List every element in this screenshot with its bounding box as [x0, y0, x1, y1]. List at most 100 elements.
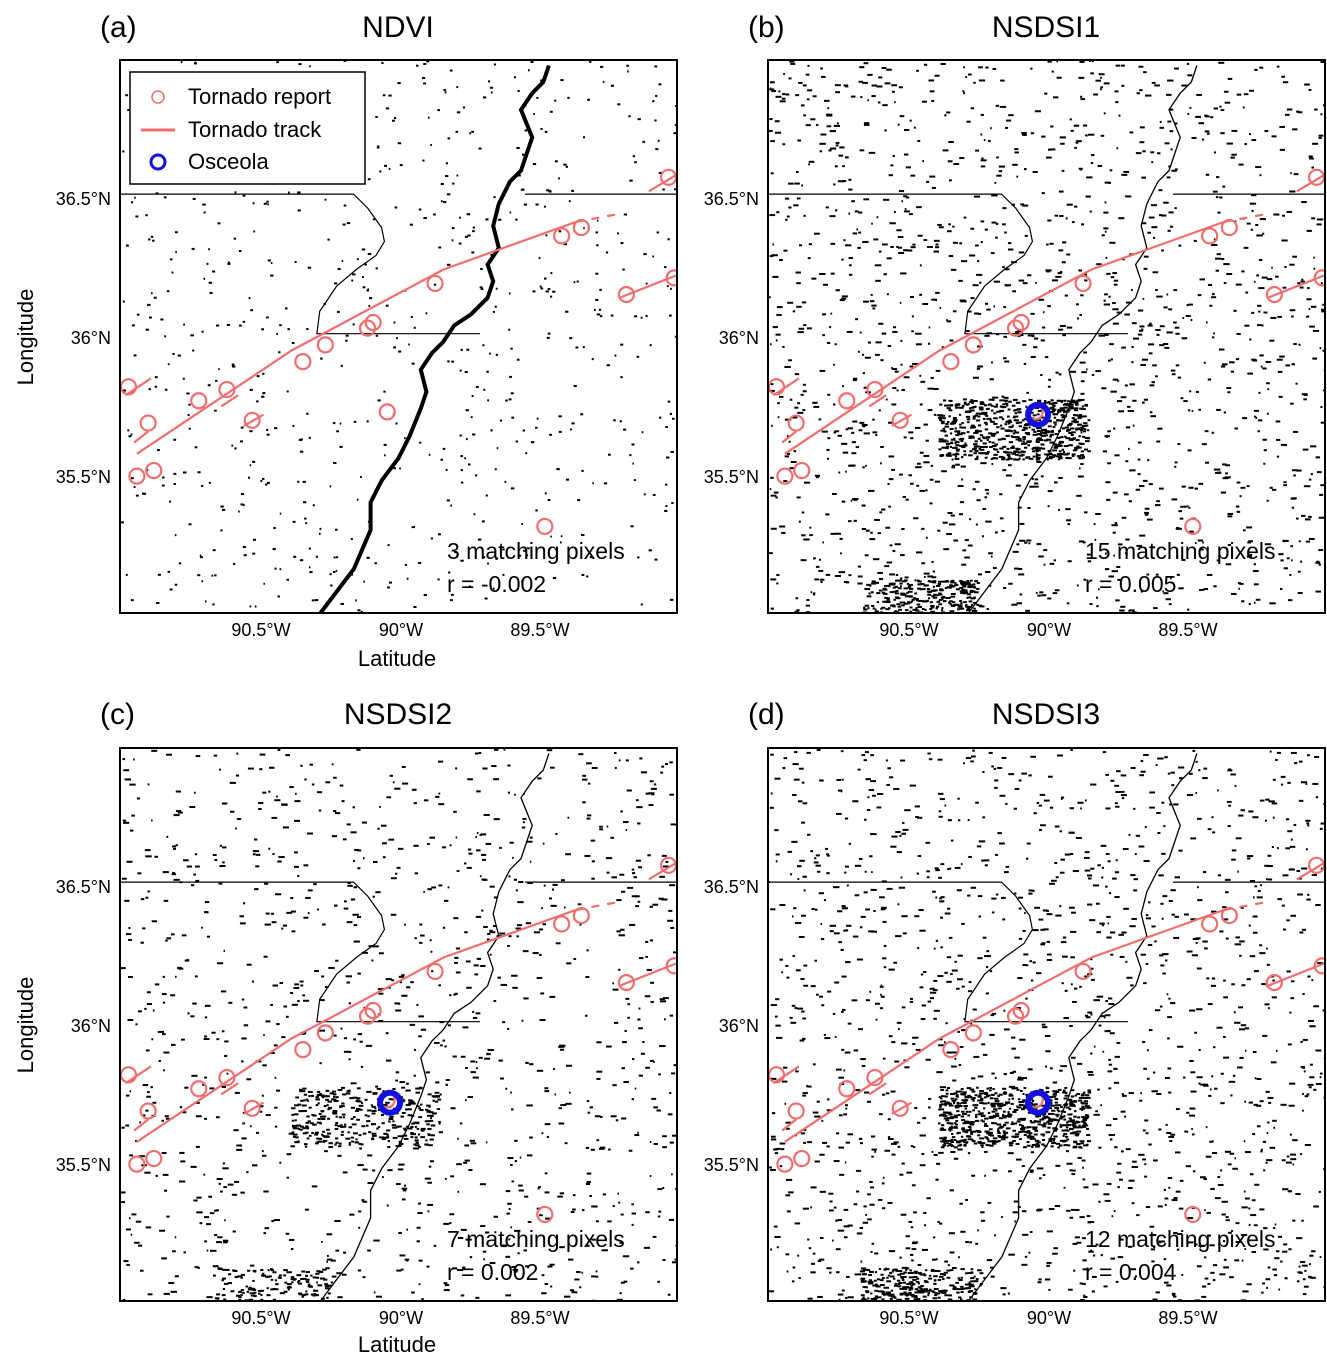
detected-pixel — [1282, 540, 1287, 543]
detected-pixel — [782, 345, 785, 348]
detected-pixel — [310, 1293, 314, 1296]
detected-pixel — [655, 148, 659, 151]
detected-pixel — [921, 1153, 925, 1156]
detected-pixel — [1080, 408, 1086, 411]
detected-pixel — [806, 98, 810, 101]
detected-pixel — [950, 438, 956, 441]
detected-pixel — [420, 1127, 426, 1130]
detected-pixel — [985, 436, 991, 439]
detected-pixel — [938, 417, 943, 420]
detected-pixel — [883, 273, 887, 276]
detected-pixel — [435, 1100, 439, 1103]
detected-pixel — [1149, 411, 1153, 414]
detected-pixel — [394, 872, 398, 875]
detected-pixel — [381, 1122, 385, 1125]
detected-pixel — [980, 220, 985, 223]
detected-pixel — [577, 903, 582, 906]
detected-pixel — [292, 1135, 297, 1138]
detected-pixel — [1059, 444, 1063, 447]
detected-pixel — [889, 616, 894, 618]
detected-pixel — [378, 952, 384, 955]
detected-pixel — [901, 527, 905, 530]
detected-pixel — [1216, 408, 1221, 411]
detected-pixel — [1011, 404, 1016, 407]
detected-pixel — [591, 877, 595, 880]
map-plot — [120, 748, 677, 1301]
detected-pixel — [413, 1147, 419, 1150]
tornado-track — [124, 377, 152, 397]
detected-pixel — [420, 1136, 426, 1139]
detected-pixel — [221, 1030, 225, 1033]
detected-pixel — [930, 464, 934, 467]
detected-pixel — [1113, 279, 1119, 282]
detected-pixel — [919, 264, 922, 267]
detected-pixel — [223, 1186, 227, 1189]
detected-pixel — [240, 493, 245, 496]
detected-pixel — [291, 1124, 297, 1127]
detected-pixel — [1117, 1256, 1124, 1259]
detected-pixel — [427, 1093, 432, 1096]
detected-pixel — [608, 1148, 611, 1151]
detected-pixel — [911, 315, 914, 318]
detected-pixel — [1183, 400, 1188, 403]
detected-pixel — [173, 814, 180, 817]
detected-pixel — [786, 976, 790, 979]
detected-pixel — [1059, 436, 1064, 439]
detected-pixel — [570, 1211, 575, 1214]
detected-pixel — [1120, 64, 1125, 67]
detected-pixel — [867, 99, 869, 102]
detected-pixel — [1016, 436, 1020, 439]
detected-pixel — [443, 88, 446, 91]
detected-pixel — [381, 1138, 386, 1141]
detected-pixel — [181, 934, 187, 937]
tornado-report-marker — [787, 414, 805, 432]
detected-pixel — [972, 426, 977, 429]
detected-pixel — [315, 1104, 319, 1107]
detected-pixel — [328, 966, 335, 969]
detected-pixel — [1109, 241, 1116, 244]
detected-pixel — [1308, 1086, 1312, 1089]
detected-pixel — [952, 310, 957, 313]
tornado-report-marker — [891, 411, 909, 429]
detected-pixel — [222, 1167, 229, 1170]
detected-pixel — [586, 1180, 591, 1183]
detected-pixel — [235, 774, 240, 777]
tornado-report-marker — [1012, 313, 1030, 332]
detected-pixel — [810, 118, 816, 121]
detected-pixel — [1105, 256, 1108, 259]
detected-pixel — [1137, 333, 1143, 336]
detected-pixel — [1126, 301, 1132, 304]
detected-pixel — [1140, 590, 1143, 593]
detected-pixel — [1311, 166, 1314, 169]
detected-pixel — [1080, 431, 1083, 434]
detected-pixel — [770, 172, 774, 175]
detected-pixel — [489, 86, 494, 89]
detected-pixel — [1276, 455, 1280, 458]
detected-pixel — [1002, 403, 1005, 406]
detected-pixel — [956, 449, 960, 452]
detected-pixel — [1067, 523, 1070, 526]
detected-pixel — [664, 266, 667, 269]
detected-pixel — [145, 1109, 149, 1112]
detected-pixel — [971, 585, 976, 588]
detected-pixel — [1013, 409, 1016, 412]
detected-pixel — [887, 601, 891, 604]
detected-pixel — [1143, 255, 1149, 258]
detected-pixel — [1007, 408, 1011, 411]
detected-pixel — [1216, 559, 1221, 562]
detected-pixel — [929, 607, 933, 610]
detected-pixel — [433, 1244, 437, 1247]
detected-pixel — [637, 1018, 641, 1021]
detected-pixel — [906, 249, 913, 252]
detected-pixel — [972, 406, 976, 409]
detected-pixel — [326, 1296, 329, 1299]
detected-pixel — [306, 1137, 310, 1140]
detected-pixel — [219, 844, 222, 847]
detected-pixel — [324, 1283, 328, 1286]
detected-pixel — [652, 494, 656, 497]
detected-pixel — [979, 434, 984, 437]
detected-pixel — [1071, 438, 1074, 441]
detected-pixel — [1001, 418, 1005, 421]
detected-pixel — [961, 563, 967, 566]
detected-pixel — [339, 784, 344, 787]
